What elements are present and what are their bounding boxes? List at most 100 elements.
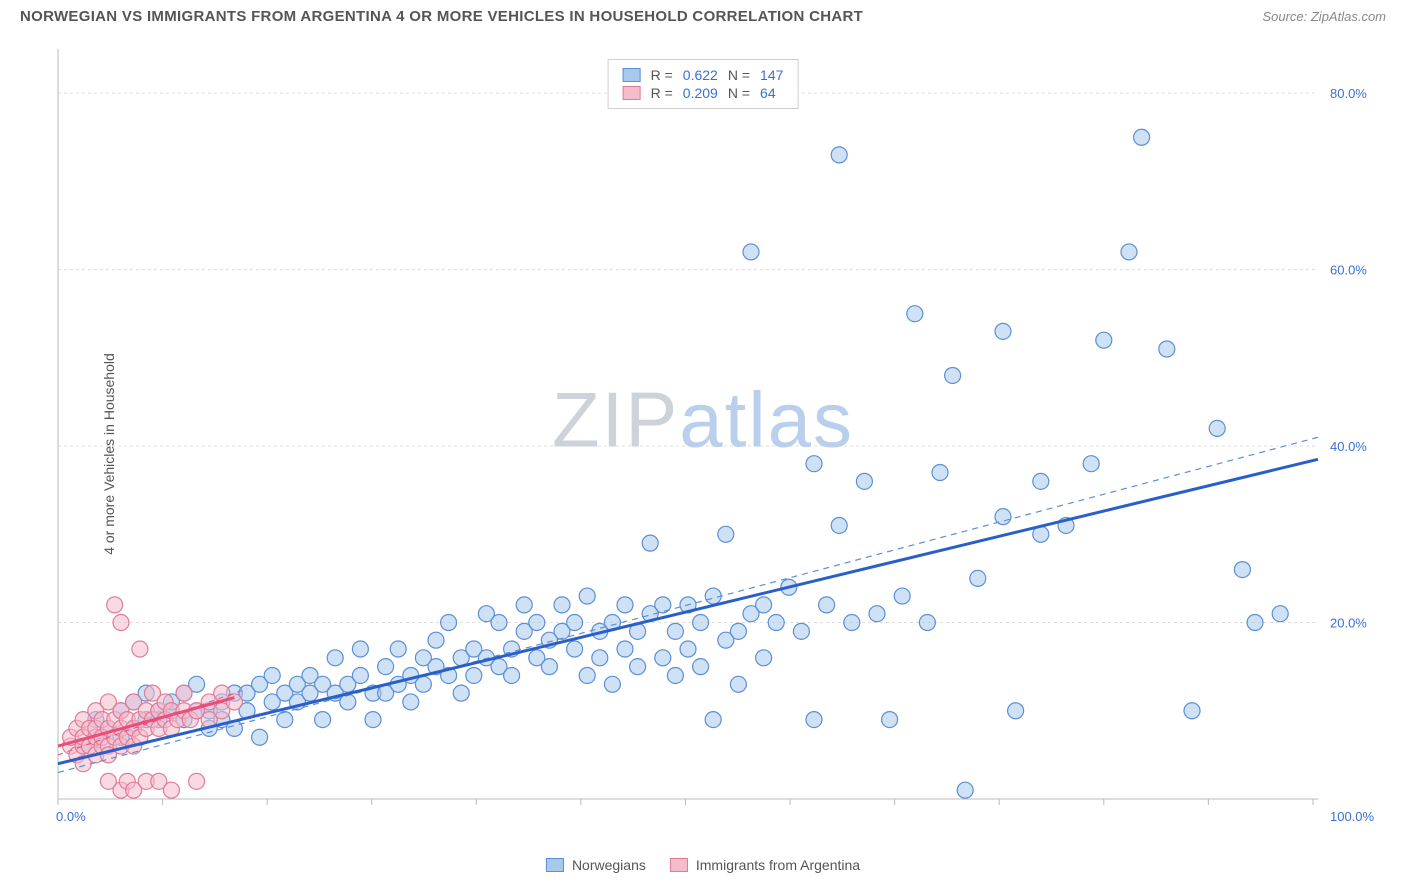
data-point (856, 473, 872, 489)
data-point (466, 667, 482, 683)
data-point (541, 659, 557, 675)
swatch-blue-icon (623, 68, 641, 82)
data-point (768, 615, 784, 631)
data-point (756, 650, 772, 666)
data-point (176, 685, 192, 701)
data-point (592, 650, 608, 666)
data-point (189, 773, 205, 789)
data-point (491, 615, 507, 631)
data-point (132, 641, 148, 657)
data-point (907, 306, 923, 322)
swatch-pink-icon (623, 86, 641, 100)
data-point (730, 676, 746, 692)
data-point (743, 244, 759, 260)
trend-line (58, 459, 1318, 763)
legend-item-argentina: Immigrants from Argentina (670, 857, 860, 873)
data-point (554, 597, 570, 613)
data-point (756, 597, 772, 613)
data-point (390, 641, 406, 657)
data-point (617, 641, 633, 657)
data-point (1159, 341, 1175, 357)
data-point (919, 615, 935, 631)
legend-row-blue: R = 0.622 N = 147 (623, 66, 784, 84)
data-point (529, 615, 545, 631)
data-point (655, 650, 671, 666)
data-point (1121, 244, 1137, 260)
data-point (415, 676, 431, 692)
data-point (226, 694, 242, 710)
legend-row-pink: R = 0.209 N = 64 (623, 84, 784, 102)
y-tick-label: 80.0% (1330, 86, 1367, 101)
data-point (617, 597, 633, 613)
data-point (264, 667, 280, 683)
data-point (1134, 129, 1150, 145)
data-point (163, 782, 179, 798)
data-point (693, 615, 709, 631)
data-point (995, 323, 1011, 339)
data-point (315, 712, 331, 728)
data-point (567, 641, 583, 657)
data-point (579, 588, 595, 604)
data-point (894, 588, 910, 604)
data-point (869, 606, 885, 622)
data-point (277, 712, 293, 728)
scatter-plot: 20.0%40.0%60.0%80.0%0.0%100.0% (48, 29, 1388, 849)
data-point (1234, 562, 1250, 578)
data-point (667, 667, 683, 683)
data-point (831, 517, 847, 533)
data-point (882, 712, 898, 728)
swatch-pink-icon (670, 858, 688, 872)
data-point (365, 712, 381, 728)
data-point (844, 615, 860, 631)
data-point (1096, 332, 1112, 348)
data-point (453, 685, 469, 701)
data-point (970, 570, 986, 586)
data-point (693, 659, 709, 675)
data-point (252, 729, 268, 745)
data-point (1184, 703, 1200, 719)
data-point (113, 615, 129, 631)
source-attribution: Source: ZipAtlas.com (1262, 9, 1386, 24)
y-tick-label: 60.0% (1330, 263, 1367, 278)
legend-correlation: R = 0.622 N = 147 R = 0.209 N = 64 (608, 59, 799, 109)
data-point (680, 641, 696, 657)
data-point (1008, 703, 1024, 719)
data-point (378, 659, 394, 675)
data-point (1272, 606, 1288, 622)
legend-series: Norwegians Immigrants from Argentina (546, 857, 860, 873)
data-point (730, 623, 746, 639)
x-tick-label: 100.0% (1330, 809, 1375, 824)
y-tick-label: 20.0% (1330, 616, 1367, 631)
legend-item-norwegians: Norwegians (546, 857, 646, 873)
data-point (107, 597, 123, 613)
data-point (831, 147, 847, 163)
data-point (352, 641, 368, 657)
y-tick-label: 40.0% (1330, 439, 1367, 454)
data-point (705, 588, 721, 604)
data-point (667, 623, 683, 639)
data-point (1209, 420, 1225, 436)
data-point (1247, 615, 1263, 631)
data-point (819, 597, 835, 613)
chart-title: NORWEGIAN VS IMMIGRANTS FROM ARGENTINA 4… (20, 8, 863, 25)
swatch-blue-icon (546, 858, 564, 872)
data-point (428, 632, 444, 648)
data-point (1033, 473, 1049, 489)
trend-line (58, 437, 1318, 772)
data-point (932, 465, 948, 481)
data-point (630, 659, 646, 675)
data-point (516, 597, 532, 613)
data-point (352, 667, 368, 683)
data-point (441, 615, 457, 631)
data-point (806, 712, 822, 728)
data-point (327, 650, 343, 666)
data-point (1083, 456, 1099, 472)
data-point (957, 782, 973, 798)
data-point (403, 694, 419, 710)
data-point (567, 615, 583, 631)
data-point (806, 456, 822, 472)
data-point (504, 667, 520, 683)
data-point (718, 526, 734, 542)
data-point (604, 676, 620, 692)
data-point (705, 712, 721, 728)
